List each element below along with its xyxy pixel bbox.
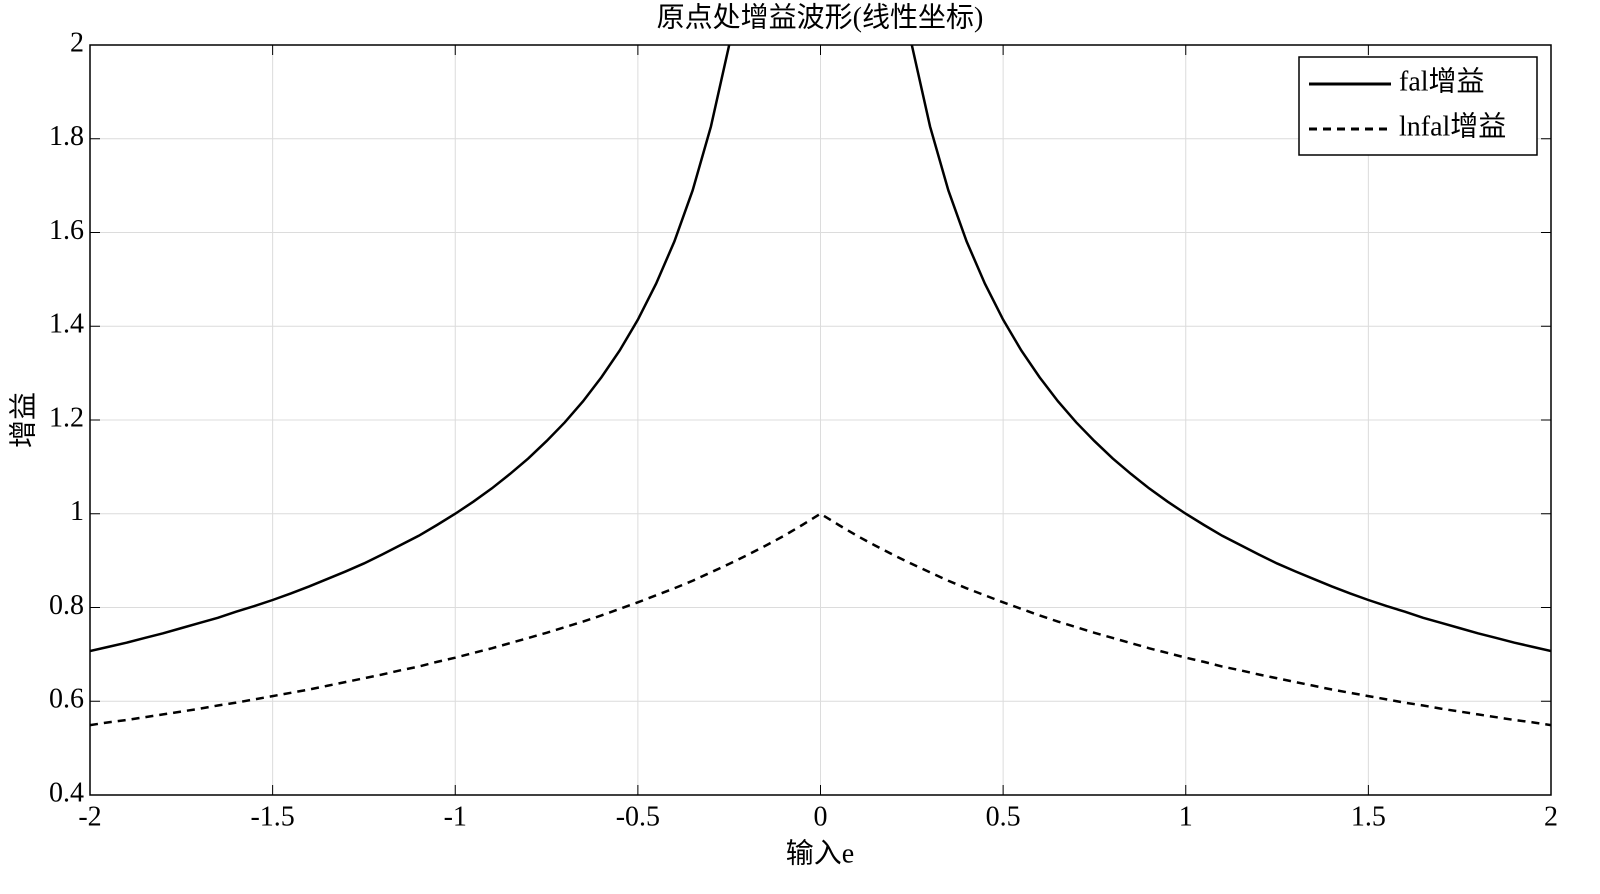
y-tick-label: 1.6 — [49, 215, 84, 246]
x-tick-label: -0.5 — [616, 801, 660, 832]
x-tick-label: 2 — [1544, 801, 1558, 832]
legend-label: lnfal增益 — [1399, 110, 1506, 142]
x-tick-label: -2 — [78, 801, 101, 832]
series-line — [90, 45, 1551, 653]
y-tick-label: 0.4 — [49, 777, 84, 808]
y-tick-label: 0.6 — [49, 684, 84, 715]
x-tick-label: 0.5 — [986, 801, 1021, 832]
x-axis-label: 输入e — [786, 837, 854, 869]
y-tick-label: 2 — [70, 27, 84, 58]
x-tick-label: 1 — [1179, 801, 1193, 832]
y-tick-label: 1.4 — [49, 309, 84, 340]
x-tick-label: 1.5 — [1351, 801, 1386, 832]
x-tick-label: -1.5 — [250, 801, 294, 832]
y-axis-label: 增益 — [7, 392, 39, 448]
legend-box — [1298, 56, 1538, 156]
y-tick-label: 1.8 — [49, 121, 84, 152]
chart-title: 原点处增益波形(线性坐标) — [657, 1, 984, 33]
legend-label: fal增益 — [1399, 65, 1485, 97]
y-tick-label: 1.2 — [49, 402, 84, 433]
y-tick-label: 1 — [70, 496, 84, 527]
x-tick-label: -1 — [444, 801, 467, 832]
x-tick-label: 0 — [814, 801, 828, 832]
y-tick-label: 0.8 — [49, 590, 84, 621]
plot-frame — [89, 44, 1552, 796]
plot-area — [90, 45, 1551, 727]
